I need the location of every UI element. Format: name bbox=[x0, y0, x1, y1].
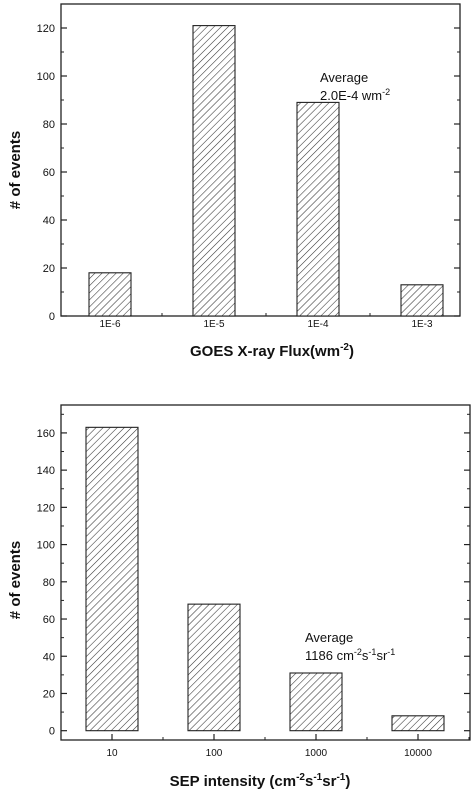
chart-top-y-tick-label: 80 bbox=[43, 119, 55, 131]
chart-top-x-tick-label: 1E-6 bbox=[99, 319, 121, 330]
chart-bottom-y-tick-label: 120 bbox=[37, 502, 55, 514]
chart-bottom: 0 20 40 60 80 100 120 140 160 10 100 1000 10000 # o… bbox=[7, 404, 471, 790]
chart-top-y-tick-label: 40 bbox=[43, 215, 55, 227]
chart-bottom-y-tick-label: 140 bbox=[37, 465, 55, 477]
chart-bottom-x-axis-title: SEP intensity (cm-2s-1sr-1) bbox=[170, 772, 351, 790]
chart-bottom-x-axis: 10 100 1000 10000 bbox=[106, 734, 470, 759]
chart-bottom-y-tick-label: 0 bbox=[49, 726, 55, 738]
chart-top-y-tick-label: 20 bbox=[43, 263, 55, 275]
chart-top-bar bbox=[296, 101, 340, 317]
chart-top-y-tick-label: 100 bbox=[37, 71, 55, 83]
chart-top-bar bbox=[192, 25, 236, 317]
chart-bottom-annotation-title: Average bbox=[305, 630, 353, 645]
chart-bottom-y-tick-label: 160 bbox=[37, 428, 55, 440]
chart-top-x-tick-label: 1E-4 bbox=[307, 319, 329, 330]
chart-bottom-annotation-value: 1186 cm-2s-1sr-1 bbox=[305, 647, 395, 663]
chart-bottom-y-tick-label: 60 bbox=[43, 614, 55, 626]
chart-top-x-axis-title: GOES X-ray Flux(wm-2) bbox=[190, 342, 354, 360]
chart-top-y-tick-label: 120 bbox=[37, 23, 55, 35]
chart-top: 0 20 40 60 80 100 120 1E-6 1E-5 1E-4 1E-3 # of ev… bbox=[7, 3, 461, 360]
chart-top-bars bbox=[88, 25, 444, 317]
chart-top-annotation-value: 2.0E-4 wm-2 bbox=[320, 87, 390, 103]
chart-bottom-x-tick-label: 10000 bbox=[404, 748, 432, 759]
chart-top-x-axis: 1E-6 1E-5 1E-4 1E-3 bbox=[99, 310, 433, 330]
chart-bottom-bar bbox=[187, 603, 241, 732]
chart-top-y-tick-label: 0 bbox=[49, 311, 55, 323]
chart-bottom-y-axis: 0 20 40 60 80 100 120 140 160 bbox=[37, 413, 470, 738]
chart-top-bar bbox=[400, 284, 444, 317]
chart-bottom-y-tick-label: 100 bbox=[37, 540, 55, 552]
chart-top-y-axis: 0 20 40 60 80 100 120 bbox=[37, 23, 460, 323]
chart-top-y-axis-title: # of events bbox=[7, 131, 24, 209]
chart-bottom-x-tick-label: 10 bbox=[106, 748, 118, 759]
chart-bottom-y-tick-label: 80 bbox=[43, 577, 55, 589]
chart-bottom-y-axis-title: # of events bbox=[7, 541, 24, 619]
chart-top-plot-frame bbox=[60, 3, 461, 317]
chart-top-x-tick-label: 1E-3 bbox=[411, 319, 433, 330]
chart-top-x-tick-label: 1E-5 bbox=[203, 319, 225, 330]
chart-bottom-bar bbox=[85, 426, 139, 732]
chart-bottom-bar bbox=[289, 672, 343, 732]
chart-top-y-tick-label: 60 bbox=[43, 167, 55, 179]
chart-bottom-bars bbox=[85, 426, 445, 732]
chart-bottom-y-tick-label: 20 bbox=[43, 688, 55, 700]
chart-bottom-x-tick-label: 100 bbox=[206, 748, 223, 759]
chart-bottom-x-tick-label: 1000 bbox=[305, 748, 328, 759]
chart-bottom-bar bbox=[391, 715, 445, 732]
chart-bottom-annotation: Average 1186 cm-2s-1sr-1 bbox=[305, 630, 395, 663]
chart-top-annotation: Average 2.0E-4 wm-2 bbox=[320, 70, 390, 103]
chart-bottom-y-tick-label: 40 bbox=[43, 651, 55, 663]
chart-top-annotation-title: Average bbox=[320, 70, 368, 85]
chart-top-bar bbox=[88, 272, 132, 317]
